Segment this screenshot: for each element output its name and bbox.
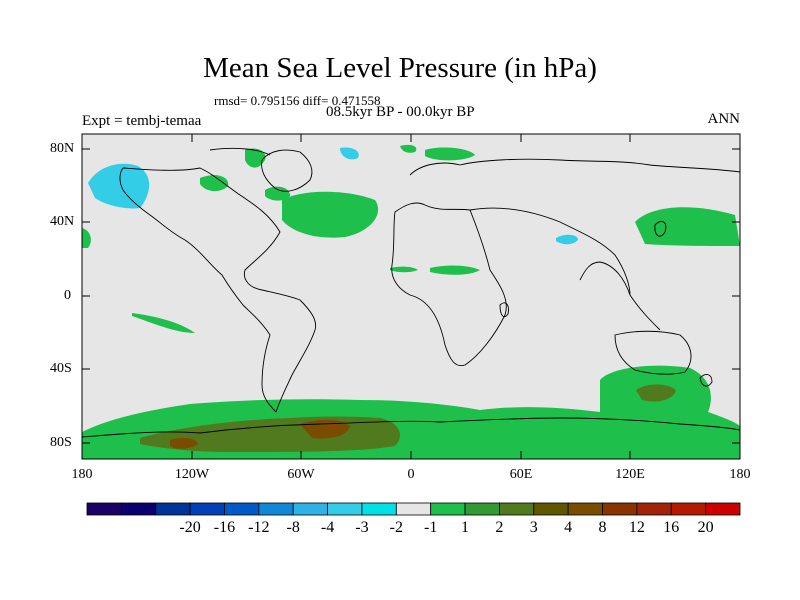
colorbar-swatch <box>224 502 260 516</box>
experiment-label: Expt = tembj-temaa <box>82 113 202 129</box>
lat-label: 0 <box>64 288 71 303</box>
lon-label: 60W <box>287 467 315 482</box>
colorbar-label: -16 <box>213 519 236 536</box>
colorbar-label: -2 <box>389 519 403 536</box>
colorbar-swatch <box>258 502 294 516</box>
period-label: 08.5kyr BP - 00.0kyr BP <box>326 104 475 120</box>
colorbar-swatch <box>567 502 603 516</box>
colorbar-label: -3 <box>355 519 369 536</box>
colorbar-swatch <box>361 502 397 516</box>
plot-title: Mean Sea Level Pressure (in hPa) <box>203 52 597 84</box>
colorbar-label: -1 <box>424 519 438 536</box>
colorbar-label: 16 <box>663 519 680 536</box>
colorbar-swatch <box>499 502 535 516</box>
axis-ticks <box>81 134 741 459</box>
lon-label: 60E <box>509 467 533 482</box>
anomaly-cyan-regions <box>88 147 578 245</box>
colorbar-swatch <box>189 502 225 516</box>
colorbar-swatch <box>86 502 122 516</box>
lat-label: 40N <box>50 214 75 229</box>
colorbar-swatch <box>430 502 466 516</box>
colorbar-label: -20 <box>179 519 201 536</box>
anomaly-brown-regions <box>170 419 350 449</box>
lon-label: 180 <box>729 467 751 482</box>
colorbar-swatch <box>464 502 500 516</box>
colorbar-swatch <box>395 502 432 516</box>
colorbar-label: 20 <box>697 519 714 536</box>
lon-label: 120E <box>615 467 645 482</box>
colorbar-label: 12 <box>628 519 645 536</box>
colorbar-label: -12 <box>248 519 270 536</box>
colorbar-swatch <box>327 502 363 516</box>
colorbar-swatch <box>533 502 569 516</box>
colorbar-label: 8 <box>598 519 607 536</box>
coastlines <box>81 147 741 438</box>
lat-label: 40S <box>50 361 72 376</box>
lat-label: 80S <box>50 435 72 450</box>
colorbar-label: 3 <box>529 519 538 536</box>
colorbar-label: 2 <box>495 519 504 536</box>
colorbar-swatch <box>670 502 707 516</box>
season-label: ANN <box>707 111 741 127</box>
colorbar-swatch <box>602 502 638 516</box>
lon-label: 180 <box>71 467 93 482</box>
colorbar-label: 1 <box>461 519 470 536</box>
stats-line: rmsd= 0.795156 diff= 0.471558 <box>214 93 381 108</box>
colorbar-swatch <box>292 502 328 516</box>
colorbar-swatch <box>155 502 191 516</box>
lon-label: 120W <box>174 467 210 482</box>
colorbar-label: 4 <box>564 519 573 536</box>
lon-label: 0 <box>407 467 415 482</box>
colorbar-swatch <box>636 502 672 516</box>
lat-label: 80N <box>50 141 75 156</box>
colorbar-swatch <box>120 502 157 516</box>
colorbar-swatch <box>705 502 741 516</box>
colorbar-label: -8 <box>286 519 300 536</box>
colorbar-label: -4 <box>320 519 335 536</box>
